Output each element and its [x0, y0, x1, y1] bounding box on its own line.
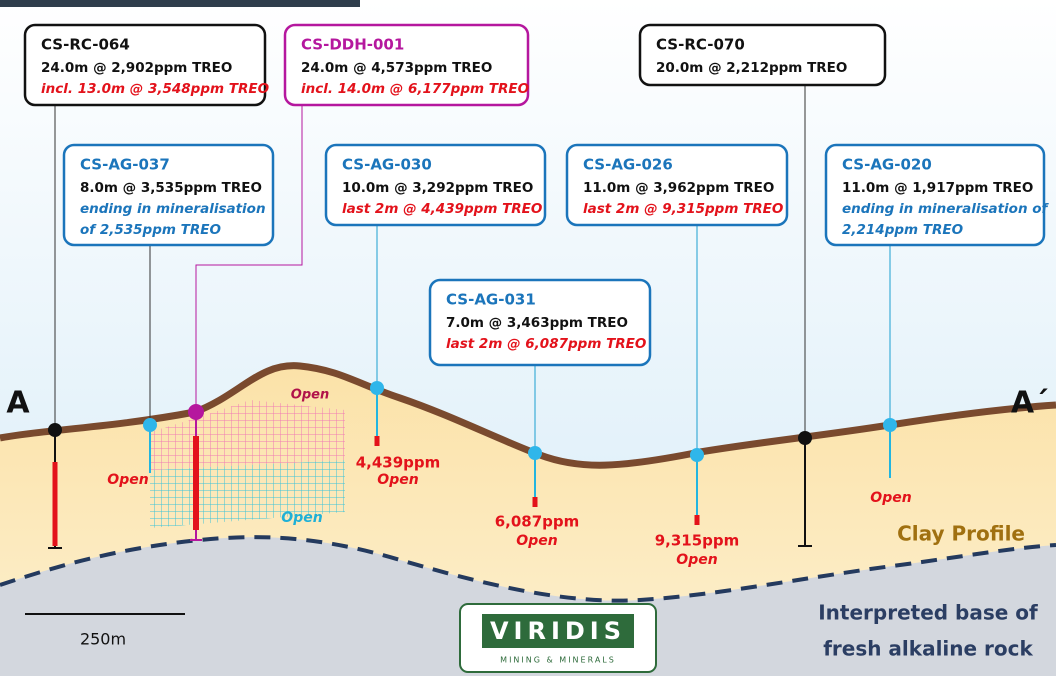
section-end: A´	[1011, 386, 1049, 421]
ground-label: Open	[676, 552, 717, 568]
clay-label: Clay Profile	[897, 522, 1025, 546]
drillhole-result: 7.0m @ 3,463ppm TREO	[446, 315, 628, 331]
drillhole-result: incl. 13.0m @ 3,548ppm TREO	[41, 81, 269, 97]
drillhole-id: CS-AG-030	[342, 156, 432, 174]
drillhole-result: last 2m @ 6,087ppm TREO	[446, 336, 646, 352]
drillhole-result: ending in mineralisation	[80, 201, 266, 217]
drillhole-id: CS-AG-037	[80, 156, 170, 174]
drillhole-result: 24.0m @ 2,902ppm TREO	[41, 60, 232, 76]
logo-tagline: MINING & MINERALS	[500, 656, 616, 665]
drillhole-id: CS-RC-070	[656, 36, 745, 54]
ground-label: 4,439ppm	[356, 454, 441, 472]
drillhole-box	[640, 25, 885, 85]
scale-label: 250m	[80, 630, 126, 649]
drillhole-result: last 2m @ 4,439ppm TREO	[342, 201, 542, 217]
drillhole-result: 11.0m @ 1,917ppm TREO	[842, 180, 1033, 196]
drillhole-id: CS-AG-026	[583, 156, 673, 174]
drillhole-id: CS-RC-064	[41, 36, 130, 54]
ground-label: Open	[870, 490, 911, 506]
drillhole-result: 10.0m @ 3,292ppm TREO	[342, 180, 533, 196]
ground-label: Open	[291, 388, 329, 403]
base-label: Interpreted base of	[818, 601, 1038, 625]
logo-name: VIRIDIS	[490, 617, 626, 645]
drillhole-result: 8.0m @ 3,535ppm TREO	[80, 180, 262, 196]
drillhole-result: 24.0m @ 4,573ppm TREO	[301, 60, 492, 76]
logo: VIRIDIS MINING & MINERALS	[460, 604, 656, 672]
base-label: fresh alkaline rock	[823, 637, 1033, 661]
drillhole-result: last 2m @ 9,315ppm TREO	[583, 201, 783, 217]
section-start: A	[6, 386, 30, 421]
ground-label: Open	[281, 510, 322, 526]
ground-label: Open	[377, 472, 418, 488]
drillhole-result: 20.0m @ 2,212ppm TREO	[656, 60, 847, 76]
drillhole-id: CS-AG-020	[842, 156, 932, 174]
ground-label: 6,087ppm	[495, 513, 580, 531]
drillhole-id: CS-DDH-001	[301, 36, 404, 54]
ground-label: Open	[107, 472, 148, 488]
drillhole-result: 11.0m @ 3,962ppm TREO	[583, 180, 774, 196]
drillhole-result: 2,214ppm TREO	[842, 222, 963, 238]
drillhole-result: of 2,535ppm TREO	[80, 222, 221, 238]
top-bar	[0, 0, 360, 7]
drillhole-result: incl. 14.0m @ 6,177ppm TREO	[301, 81, 529, 97]
ground-label: Open	[516, 533, 557, 549]
drillhole-result: ending in mineralisation of	[842, 201, 1050, 217]
drillhole-id: CS-AG-031	[446, 291, 536, 309]
cross-section: A A´ Clay Profile Interpreted base of fr…	[0, 0, 1056, 676]
ground-label: 9,315ppm	[655, 532, 740, 550]
